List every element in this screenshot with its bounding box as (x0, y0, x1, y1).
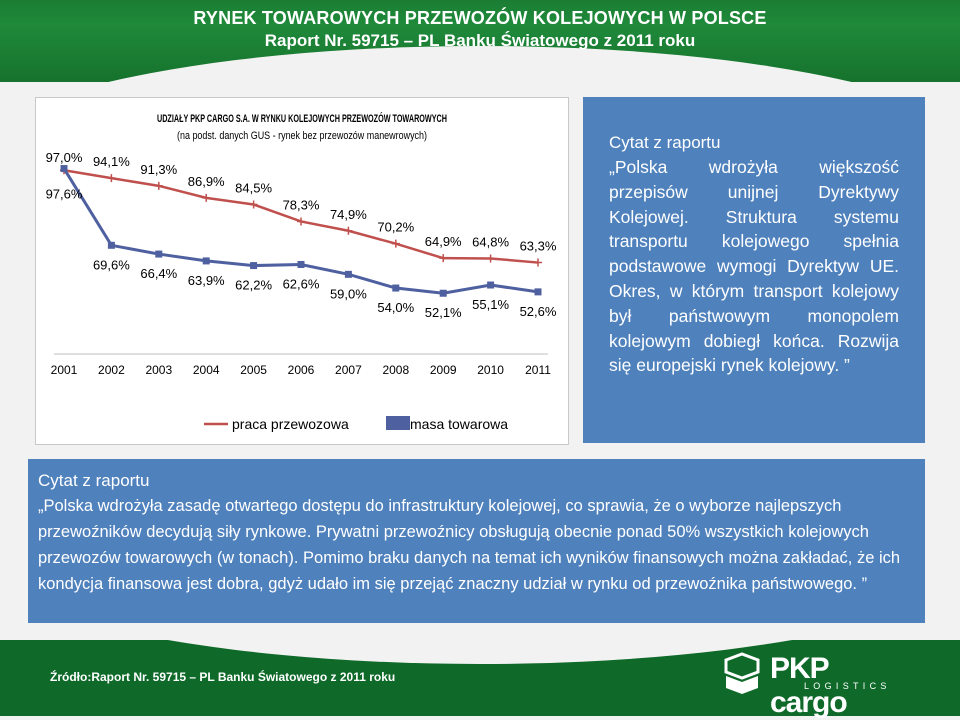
quote-heading: Cytat z raportu (609, 133, 721, 152)
data-label-praca: 70,2% (377, 220, 414, 235)
data-point-masa (344, 270, 352, 278)
x-tick-label: 2001 (51, 363, 78, 377)
header-arc (0, 46, 960, 82)
x-tick-label: 2004 (193, 363, 220, 377)
data-label-masa: 62,2% (235, 278, 272, 293)
quote-box-bottom: Cytat z raportu „Polska wdrożyła zasadę … (28, 459, 925, 623)
source-citation: Źródło:Raport Nr. 59715 – PL Banku Świat… (50, 670, 395, 684)
data-point-masa (107, 241, 115, 249)
data-point-praca (534, 258, 542, 267)
data-label-masa: 69,6% (93, 257, 130, 272)
data-point-praca (249, 200, 258, 209)
header-banner: RYNEK TOWAROWYCH PRZEWOZÓW KOLEJOWYCH W … (0, 0, 960, 82)
legend-swatch-masa (386, 416, 410, 430)
x-tick-label: 2006 (288, 363, 315, 377)
data-point-praca (439, 254, 448, 263)
page-title: RYNEK TOWAROWYCH PRZEWOZÓW KOLEJOWYCH W … (193, 8, 767, 28)
data-label-masa: 66,4% (140, 266, 177, 281)
source-value: Raport Nr. 59715 – PL Banku Światowego z… (91, 670, 396, 684)
x-tick-label: 2010 (477, 363, 504, 377)
data-point-praca (202, 193, 211, 202)
logo-subtext: LOGISTICS (804, 681, 891, 691)
x-tick-label: 2005 (240, 363, 267, 377)
data-point-masa (297, 260, 305, 268)
data-label-praca: 97,0% (46, 150, 83, 165)
legend-label-praca: praca przewozowa (232, 416, 349, 432)
data-label-praca: 84,5% (235, 180, 272, 195)
data-point-praca (391, 239, 400, 248)
data-point-masa (250, 262, 258, 270)
data-label-masa: 63,9% (188, 273, 225, 288)
data-label-praca: 91,3% (140, 162, 177, 177)
data-label-masa: 59,0% (330, 286, 367, 301)
source-label: Źródło: (50, 670, 92, 684)
data-point-masa (202, 257, 210, 265)
quote-text: „Polska wdrożyła większość przepisów uni… (609, 157, 899, 376)
page-subtitle: Raport Nr. 59715 – PL Banku Światowego z… (264, 31, 696, 50)
data-label-masa: 52,1% (425, 305, 462, 320)
data-label-masa: 97,6% (46, 187, 83, 202)
pkp-cargo-logo: PKP cargo LOGISTICS (720, 650, 900, 719)
series-line-masa (62, 167, 539, 295)
data-point-masa (60, 165, 68, 173)
quote-text: „Polska wdrożyła zasadę otwartego dostęp… (38, 497, 901, 593)
x-tick-label: 2008 (382, 363, 409, 377)
market-share-chart: UDZIAŁY PKP CARGO S.A. W RYNKU KOLEJOWYC… (46, 112, 557, 432)
data-point-masa (155, 250, 163, 258)
data-label-praca: 63,3% (520, 239, 557, 254)
x-tick-label: 2002 (98, 363, 125, 377)
logo-text: PKP cargo (770, 652, 848, 719)
quote-box-right: Cytat z raportu „Polska wdrożyła większo… (583, 97, 925, 443)
data-point-praca (154, 181, 163, 190)
pkp-logo-icon (724, 652, 760, 694)
data-point-praca (107, 174, 116, 183)
data-label-masa: 55,1% (472, 297, 509, 312)
data-point-praca (344, 226, 353, 235)
data-label-praca: 78,3% (283, 197, 320, 212)
chart-panel: UDZIAŁY PKP CARGO S.A. W RYNKU KOLEJOWYC… (35, 97, 569, 445)
data-label-praca: 86,9% (188, 174, 225, 189)
x-tick-label: 2003 (145, 363, 172, 377)
data-point-masa (392, 284, 400, 292)
data-label-masa: 52,6% (520, 304, 557, 319)
data-label-masa: 62,6% (283, 276, 320, 291)
x-tick-label: 2009 (430, 363, 457, 377)
x-tick-label: 2011 (525, 363, 551, 377)
data-label-praca: 64,8% (472, 234, 509, 249)
data-point-praca (486, 254, 495, 263)
quote-heading: Cytat z raportu (38, 471, 150, 490)
data-point-praca (297, 217, 305, 226)
chart-title: UDZIAŁY PKP CARGO S.A. W RYNKU KOLEJOWYC… (157, 112, 447, 125)
data-label-praca: 64,9% (425, 234, 462, 249)
data-label-praca: 74,9% (330, 207, 367, 222)
data-point-masa (439, 289, 447, 297)
data-label-praca: 94,1% (93, 154, 130, 169)
chart-legend: praca przewozowa masa towarowa (204, 416, 508, 432)
legend-label-masa: masa towarowa (410, 416, 508, 432)
data-label-masa: 54,0% (377, 300, 414, 315)
data-point-masa (487, 281, 495, 289)
footer-banner (0, 640, 960, 716)
chart-subtitle: (na podst. danych GUS - rynek bez przewo… (177, 130, 427, 142)
x-tick-label: 2007 (335, 363, 362, 377)
data-point-masa (534, 288, 542, 296)
